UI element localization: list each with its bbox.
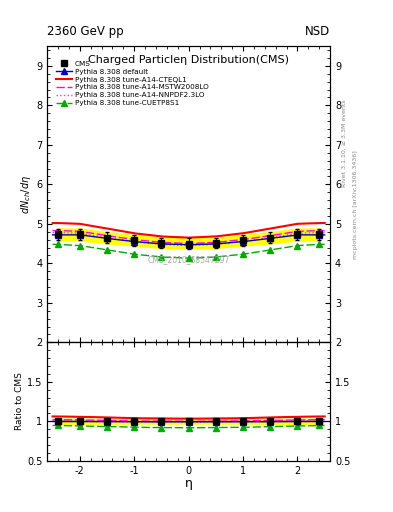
- Text: mcplots.cern.ch [arXiv:1306.3436]: mcplots.cern.ch [arXiv:1306.3436]: [353, 151, 358, 259]
- Y-axis label: Ratio to CMS: Ratio to CMS: [15, 373, 24, 431]
- Text: CMS_2010_S8547297: CMS_2010_S8547297: [147, 255, 230, 264]
- Text: Charged Particleη Distribution(CMS): Charged Particleη Distribution(CMS): [88, 55, 289, 65]
- X-axis label: η: η: [185, 477, 193, 490]
- Y-axis label: $dN_{ch}/d\eta$: $dN_{ch}/d\eta$: [19, 175, 33, 214]
- Legend: CMS, Pythia 8.308 default, Pythia 8.308 tune-A14-CTEQL1, Pythia 8.308 tune-A14-M: CMS, Pythia 8.308 default, Pythia 8.308 …: [53, 58, 211, 109]
- Text: 2360 GeV pp: 2360 GeV pp: [47, 26, 124, 38]
- Text: Rivet 3.1.10, ≥ 3.3M events: Rivet 3.1.10, ≥ 3.3M events: [342, 99, 346, 187]
- Text: NSD: NSD: [305, 26, 330, 38]
